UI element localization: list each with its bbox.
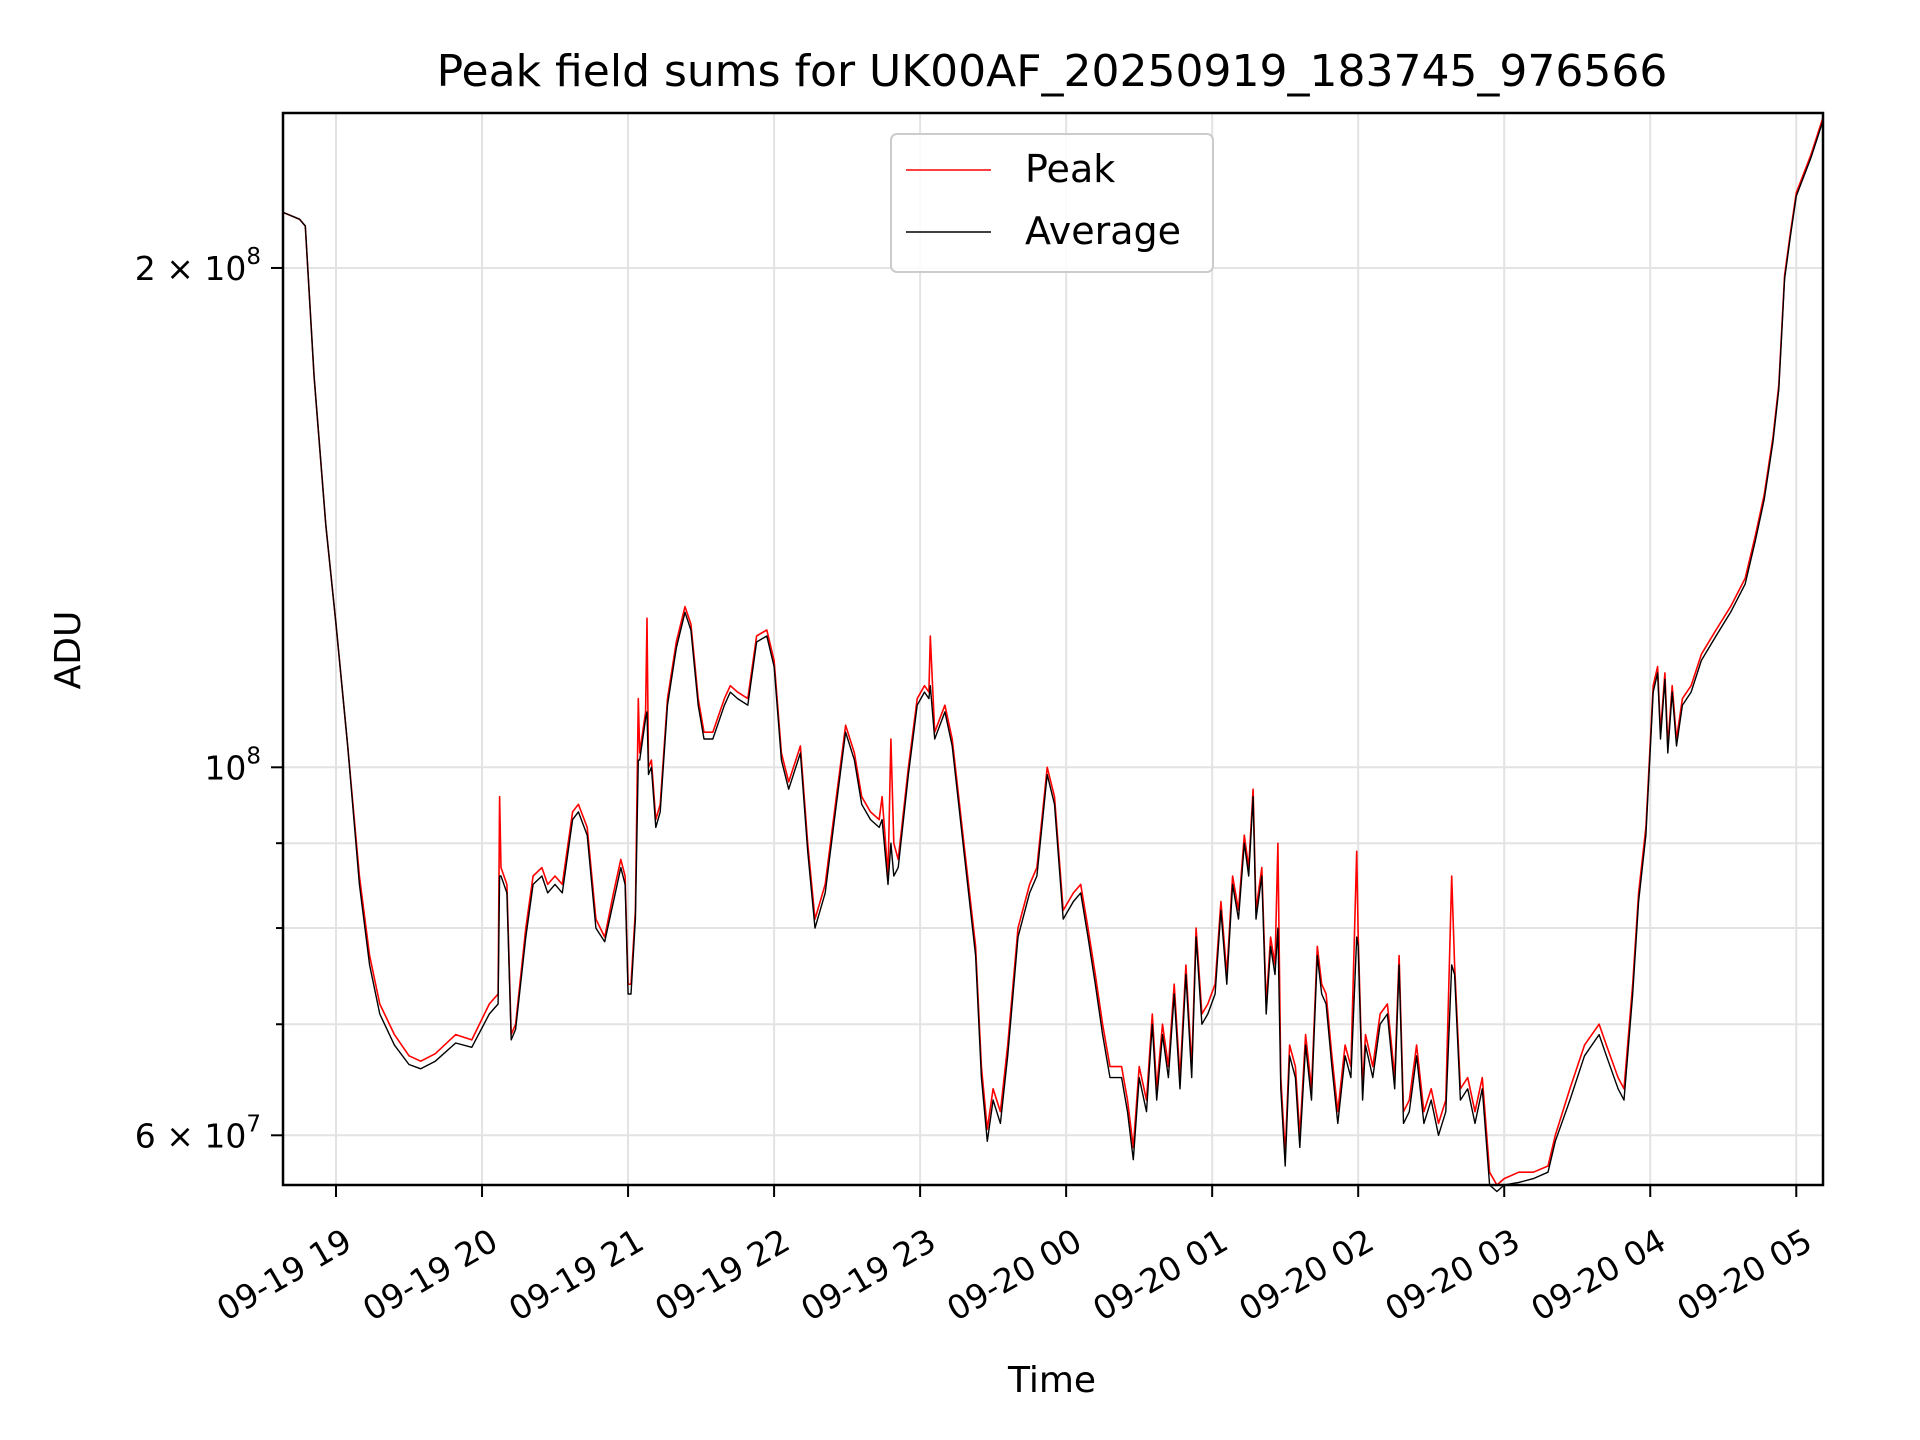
chart-title: Peak field sums for UK00AF_20250919_1837…	[437, 46, 1668, 97]
y-axis-label: ADU	[48, 611, 89, 690]
y-tick-label: 2 × 108	[135, 244, 261, 288]
legend: Peak Average	[890, 133, 1214, 273]
y-tick-label-base: 2 × 10	[135, 249, 247, 288]
y-tick-label-base: 10	[204, 748, 246, 787]
y-tick-label: 108	[204, 743, 261, 787]
x-axis-label: Time	[1007, 1360, 1096, 1401]
y-tick-label-exponent: 8	[246, 743, 261, 769]
y-tick-label-exponent: 7	[246, 1111, 261, 1137]
y-tick-label-exponent: 8	[246, 244, 261, 270]
plot-frame	[281, 111, 1825, 1187]
legend-box	[890, 133, 1214, 273]
legend-peak-label: Peak	[1025, 147, 1115, 191]
peak-series-line	[283, 118, 1824, 1186]
y-tick-label-base: 6 × 10	[135, 1116, 247, 1155]
legend-average-label: Average	[1025, 209, 1181, 253]
y-tick-label: 6 × 107	[135, 1111, 261, 1155]
